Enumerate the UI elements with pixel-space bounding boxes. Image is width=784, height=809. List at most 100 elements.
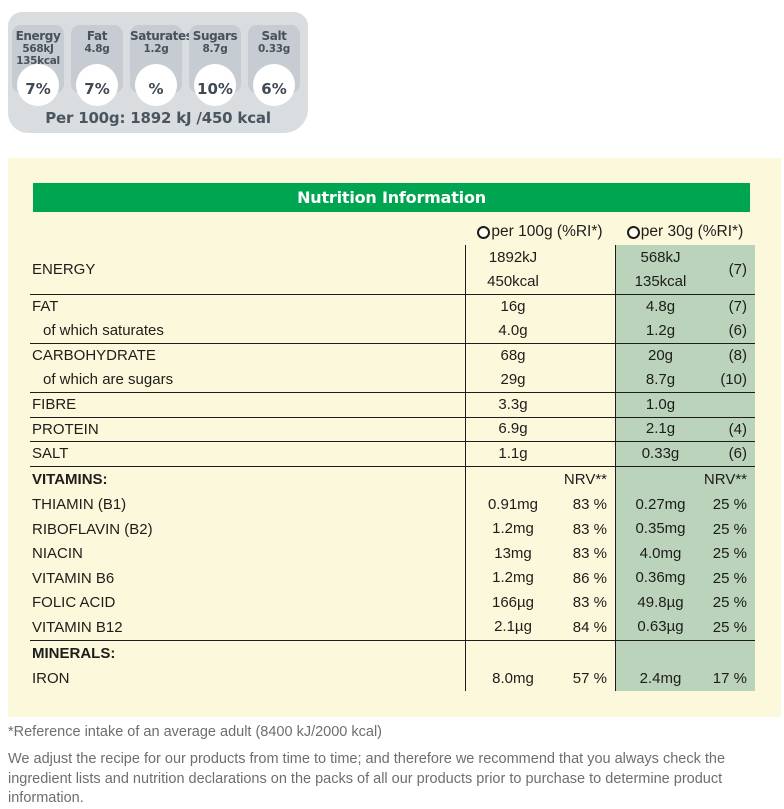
table-row: NIACIN 13mg 83 % 4.0mg 25 % <box>30 541 755 567</box>
value-per100g: 68g <box>466 344 560 368</box>
footnote-disclaimer: We adjust the recipe for our products fr… <box>8 751 726 806</box>
col-header-per100g-label: per 100g (%RI*) <box>491 223 603 240</box>
cell-per30g: 0.63µg 25 % <box>615 615 755 640</box>
radio-per100g-icon[interactable] <box>477 225 491 239</box>
gda-badge-name: Energy <box>15 29 61 43</box>
cell-per30g: 0.35mg 25 % <box>615 517 755 542</box>
cell-per100g: 1.1g <box>465 442 615 466</box>
gda-badge-row: Energy 568kJ 135kcal 7% Fat 4.8g 7% Saturates 1.… <box>8 12 308 106</box>
row-label: of which are sugars <box>43 371 174 389</box>
value-line: 2.1g <box>645 420 676 438</box>
radio-per30g-icon[interactable] <box>626 225 640 239</box>
value-per100g: 1892kJ 450kcal <box>466 245 560 294</box>
ri-per100g <box>560 368 615 393</box>
table-row: IRON 8.0mg 57 % 2.4mg 17 % <box>30 666 755 692</box>
value-line: 1892kJ <box>488 248 538 266</box>
gda-percent-value: 7% <box>25 79 51 98</box>
cell-per100g: 8.0mg 57 % <box>465 666 615 691</box>
value-per100g: 13mg <box>466 542 560 567</box>
value-line: 166µg <box>491 593 534 611</box>
nutrition-table: ENERGY 1892kJ 450kcal 568kJ 135kcal (7) FAT 16g… <box>30 245 755 691</box>
gda-badge: Saturates 1.2g% <box>130 25 193 106</box>
ri-per100g: 83 % <box>572 545 607 563</box>
gda-badge: Fat 4.8g 7% <box>71 25 123 106</box>
value-per30g: 568kJ 135kcal <box>616 245 705 294</box>
gda-percent-value: 6% <box>261 79 287 98</box>
value-line: 8.7g <box>645 370 676 388</box>
value-line: 0.91mg <box>487 495 539 513</box>
table-row: FOLIC ACID 166µg 83 % 49.8µg 25 % <box>30 590 755 615</box>
value-per100g: 6.9g <box>466 418 560 442</box>
gda-badge-name: Saturates <box>130 29 193 43</box>
value-line: 20g <box>647 346 674 364</box>
ri-per100g <box>560 245 615 294</box>
value-line: 13mg <box>494 544 532 562</box>
gda-percent-value: % <box>148 79 164 98</box>
cell-per30g: 2.4mg 17 % <box>615 666 755 692</box>
row-label: FOLIC ACID <box>32 594 116 612</box>
row-label: THIAMIN (B1) <box>32 496 127 514</box>
table-row: VITAMIN B12 2.1µg 84 % 0.63µg 25 % <box>30 615 755 640</box>
ri-per30g: 25 % <box>712 618 747 636</box>
cell-per30g: 0.27mg 25 % <box>615 492 755 517</box>
cell-per100g: 29g <box>465 367 615 393</box>
value-per100g: 3.3g <box>466 393 560 417</box>
ri-per30g: 25 % <box>712 569 747 587</box>
value-line: 0.27mg <box>635 495 686 513</box>
gda-badge-name: Fat <box>86 29 108 43</box>
gda-badge-value: 4.8g <box>84 43 110 55</box>
table-row: VITAMINS: NRV** NRV** <box>30 465 755 493</box>
gda-badge: Salt 0.33g 6% <box>248 25 300 106</box>
row-label: RIBOFLAVIN (B2) <box>32 520 153 538</box>
value-per100g: 1.2mg <box>466 517 560 542</box>
cell-per30g: 1.0g <box>615 393 755 417</box>
value-per100g: 29g <box>466 368 560 393</box>
row-label: of which saturates <box>43 322 164 340</box>
table-row: of which saturates 4.0g 1.2g (6) <box>30 318 755 344</box>
value-per30g: 4.8g <box>616 295 705 319</box>
row-label: FIBRE <box>32 396 77 414</box>
cell-per30g: 8.7g (10) <box>615 367 755 392</box>
gda-percent-value: 7% <box>84 79 110 98</box>
footnote-reference: *Reference intake of an average adult (8… <box>8 724 383 740</box>
ri-per30g: (6) <box>728 322 747 340</box>
value-line: 0.35mg <box>635 520 686 538</box>
cell-per30g: 568kJ 135kcal (7) <box>615 245 755 294</box>
ri-per100g: 86 % <box>572 569 607 587</box>
gda-widget: Energy 568kJ 135kcal 7% Fat 4.8g 7% Saturates 1.… <box>8 12 308 133</box>
value-line: 568kJ <box>640 248 681 266</box>
ri-per100g <box>560 319 615 344</box>
value-line: 0.36mg <box>635 569 686 587</box>
cell-per30g: 1.2g (6) <box>615 318 755 343</box>
col-header-per30g[interactable]: per 30g (%RI*) <box>615 223 755 241</box>
value-per30g: 0.63µg <box>616 615 705 640</box>
ri-per30g: (8) <box>728 347 747 365</box>
col-header-per30g-label: per 30g (%RI*) <box>640 223 744 240</box>
cell-per100g: 166µg 83 % <box>465 590 615 615</box>
gda-percent-circle: 7% <box>17 64 59 106</box>
value-per30g: 20g <box>616 344 705 368</box>
cell-per100g: 2.1µg 84 % <box>465 615 615 640</box>
value-line: 2.4mg <box>639 669 682 687</box>
cell-per100g: 6.9g <box>465 417 615 442</box>
nutrition-title-bar: Nutrition Information <box>33 183 750 212</box>
row-label: SALT <box>32 445 69 463</box>
gda-badge-value: 8.7g <box>202 43 228 55</box>
value-line: 4.0g <box>498 321 528 339</box>
table-row: CARBOHYDRATE 68g 20g (8) <box>30 343 755 368</box>
ri-per100g: 83 % <box>572 594 607 612</box>
value-line: 68g <box>500 346 526 364</box>
table-row: FAT 16g 4.8g (7) <box>30 294 755 319</box>
value-line: 16g <box>500 297 526 315</box>
cell-per100g: 16g <box>465 295 615 319</box>
value-line: 6.9g <box>498 420 528 438</box>
value-per100g: 16g <box>466 295 560 319</box>
ri-per100g: 57 % <box>572 670 607 688</box>
col-header-per100g[interactable]: per 100g (%RI*) <box>465 223 615 241</box>
table-row: of which are sugars 29g 8.7g (10) <box>30 367 755 393</box>
value-line: 1.1g <box>498 444 528 462</box>
ri-per30g: 25 % <box>712 594 747 612</box>
value-per30g: 0.36mg <box>616 566 705 591</box>
value-per30g: 2.4mg <box>616 667 705 692</box>
row-label: ENERGY <box>32 261 96 278</box>
